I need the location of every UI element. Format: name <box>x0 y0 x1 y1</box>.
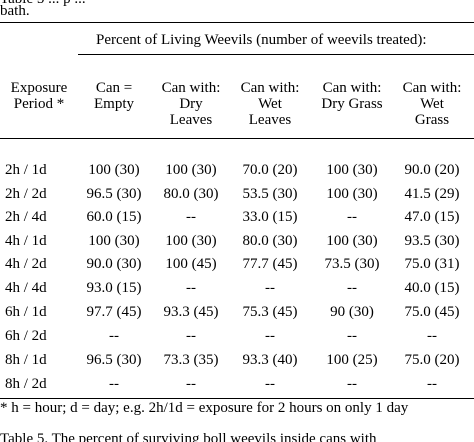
row-label: 4h / 2d <box>5 256 47 272</box>
header-bottom-rule <box>0 138 474 139</box>
table-cell: 53.5 (30) <box>242 186 298 202</box>
footnote: * h = hour; d = day; e.g. 2h/1d = exposu… <box>0 400 409 416</box>
table-cell: 80.0 (30) <box>242 233 298 249</box>
table-top-rule <box>0 22 474 23</box>
table-cell: 100 (30) <box>88 162 140 178</box>
row-label: 6h / 1d <box>5 304 47 320</box>
table-cell: 33.0 (15) <box>242 209 298 225</box>
table-cell: 75.0 (20) <box>404 352 460 368</box>
table-cell: -- <box>347 376 357 392</box>
table-cell: 96.5 (30) <box>86 352 142 368</box>
table-cell: 100 (30) <box>326 233 378 249</box>
table-cell: 77.7 (45) <box>242 256 298 272</box>
table-cell: -- <box>109 328 119 344</box>
table-cell: 75.0 (31) <box>404 256 460 272</box>
table-cell: -- <box>265 280 275 296</box>
column-header-wet-grass: Can with: Wet Grass <box>402 80 462 128</box>
column-header-dry-grass: Can with: Dry Grass <box>321 80 383 112</box>
table-cell: 73.3 (35) <box>163 352 219 368</box>
table-cell: 93.5 (30) <box>404 233 460 249</box>
table-cell: 100 (30) <box>326 186 378 202</box>
column-header-wet-leaves: Can with: Wet Leaves <box>240 80 300 128</box>
table-cell: 90.0 (20) <box>404 162 460 178</box>
table-cell: -- <box>347 328 357 344</box>
table-cell: 90 (30) <box>330 304 374 320</box>
row-label: 2h / 1d <box>5 162 47 178</box>
table-cell: -- <box>186 328 196 344</box>
table-cell: -- <box>186 280 196 296</box>
caption-text: Table 5. The percent of surviving boll w… <box>0 432 377 442</box>
table-cell: 41.5 (29) <box>404 186 460 202</box>
caption-fragment: Table 5. The percent of surviving boll w… <box>0 432 474 442</box>
table-cell: 100 (30) <box>165 233 217 249</box>
table-cell: 93.0 (15) <box>86 280 142 296</box>
bath-text: bath. <box>0 3 30 19</box>
row-label: 2h / 2d <box>5 186 47 202</box>
table-cell: 90.0 (30) <box>86 256 142 272</box>
table-cell: 100 (30) <box>165 162 217 178</box>
row-label: 4h / 1d <box>5 233 47 249</box>
table-cell: -- <box>109 376 119 392</box>
table-cell: 75.3 (45) <box>242 304 298 320</box>
row-label: 2h / 4d <box>5 209 47 225</box>
table-cell: 100 (30) <box>88 233 140 249</box>
table-bottom-rule <box>0 398 474 399</box>
table-cell: 47.0 (15) <box>404 209 460 225</box>
table-cell: 100 (45) <box>165 256 217 272</box>
clipped-text-line: Table 5 ... p ... <box>0 0 86 8</box>
row-label: 8h / 2d <box>5 376 47 392</box>
table-cell: -- <box>265 328 275 344</box>
column-header-dry-leaves: Can with: Dry Leaves <box>161 80 221 128</box>
table-cell: -- <box>427 328 437 344</box>
table-cell: 73.5 (30) <box>324 256 380 272</box>
table-cell: -- <box>347 209 357 225</box>
table-cell: -- <box>427 376 437 392</box>
top-text-fragment: Table 5 ... p ... bath. <box>0 0 474 18</box>
span-header-rule <box>78 54 474 55</box>
table-cell: -- <box>265 376 275 392</box>
row-label: 8h / 1d <box>5 352 47 368</box>
column-header-empty: Can = Empty <box>94 80 134 112</box>
table-cell: 96.5 (30) <box>86 186 142 202</box>
table-cell: -- <box>347 280 357 296</box>
table-cell: 75.0 (45) <box>404 304 460 320</box>
table-cell: -- <box>186 209 196 225</box>
table-cell: 40.0 (15) <box>404 280 460 296</box>
table-cell: 93.3 (45) <box>163 304 219 320</box>
table-cell: 80.0 (30) <box>163 186 219 202</box>
table-cell: 70.0 (20) <box>242 162 298 178</box>
row-label: 6h / 2d <box>5 328 47 344</box>
table-cell: 100 (30) <box>326 162 378 178</box>
table-cell: 60.0 (15) <box>86 209 142 225</box>
row-label: 4h / 4d <box>5 280 47 296</box>
table-cell: -- <box>186 376 196 392</box>
table-cell: 97.7 (45) <box>86 304 142 320</box>
column-header-exposure: Exposure Period * <box>10 80 68 112</box>
span-header: Percent of Living Weevils (number of wee… <box>96 32 427 48</box>
table-cell: 100 (25) <box>326 352 378 368</box>
table-cell: 93.3 (40) <box>242 352 298 368</box>
